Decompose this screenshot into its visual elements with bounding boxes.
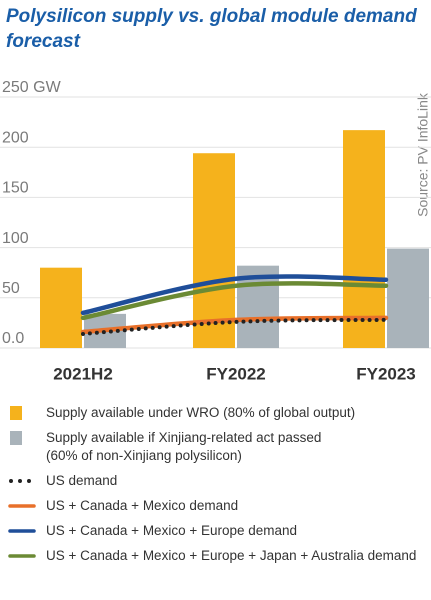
- legend-marker: [8, 529, 36, 533]
- line-series: [80, 274, 389, 316]
- x-tick-label: 2021H2: [53, 364, 113, 383]
- y-tick-label: 250 GW: [2, 79, 62, 96]
- bar: [387, 248, 429, 348]
- legend-item: US + Canada + Mexico demand: [8, 497, 428, 515]
- y-tick-label: 100: [2, 230, 29, 247]
- source-note: Source: PV InfoLink: [415, 92, 431, 217]
- legend-marker: [10, 406, 22, 420]
- y-tick-label: 150: [2, 180, 29, 197]
- legend-marker: [8, 504, 36, 508]
- legend: Supply available under WRO (80% of globa…: [8, 404, 428, 572]
- legend-label: US + Canada + Mexico + Europe + Japan + …: [46, 548, 417, 563]
- line-series: [80, 281, 389, 321]
- legend-marker: [8, 554, 36, 558]
- legend-label: US demand: [46, 473, 118, 488]
- legend-label: Supply available under WRO (80% of globa…: [46, 405, 356, 420]
- x-tick-label: FY2023: [356, 364, 416, 383]
- y-tick-label: 0.0: [2, 330, 24, 347]
- legend-item: US + Canada + Mexico + Europe + Japan + …: [8, 547, 428, 565]
- legend-label: US + Canada + Mexico + Europe demand: [46, 523, 298, 538]
- x-tick-label: FY2022: [206, 364, 266, 383]
- legend-swatch: [10, 431, 22, 445]
- legend-item: US + Canada + Mexico + Europe demand: [8, 522, 428, 540]
- legend-marker: [10, 431, 22, 445]
- legend-swatch: [10, 406, 22, 420]
- y-tick-label: 200: [2, 129, 29, 146]
- legend-item: Supply available under WRO (80% of globa…: [8, 404, 428, 422]
- bar: [40, 267, 82, 348]
- legend-label: US + Canada + Mexico demand: [46, 498, 239, 513]
- legend-label: Supply available if Xinjiang-related act…: [46, 430, 322, 463]
- legend-item: Supply available if Xinjiang-related act…: [8, 429, 428, 465]
- bar: [193, 153, 235, 348]
- y-tick-label: 50: [2, 280, 20, 297]
- chart-title: Polysilicon supply vs. global module dem…: [6, 6, 417, 52]
- line-series: [81, 317, 388, 336]
- chart: Source: PV InfoLink 0.0 50 100 150 200 250 GW…: [0, 79, 431, 383]
- bar: [343, 130, 385, 348]
- line-series: [80, 315, 389, 335]
- legend-item: US demand: [8, 472, 428, 490]
- legend-marker: [9, 479, 36, 483]
